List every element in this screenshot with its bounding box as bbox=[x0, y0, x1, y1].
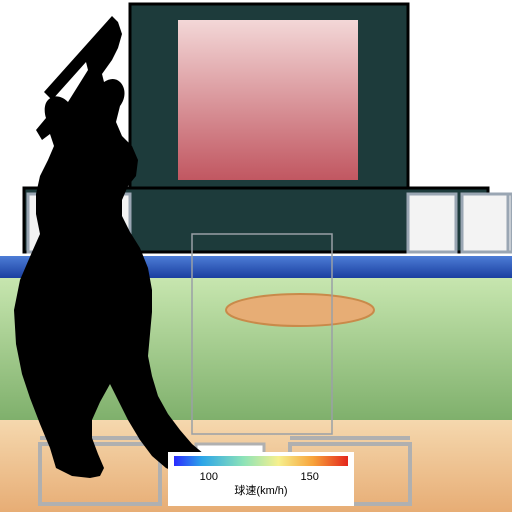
legend-colorbar bbox=[174, 456, 348, 466]
seat-block bbox=[508, 194, 512, 252]
seat-block bbox=[462, 194, 510, 252]
pitchers-mound bbox=[226, 294, 374, 326]
scoreboard-screen bbox=[178, 20, 358, 180]
legend-label: 球速(km/h) bbox=[234, 483, 287, 497]
legend-tick: 100 bbox=[200, 471, 218, 483]
velocity-legend: 100 150 球速(km/h) bbox=[168, 452, 354, 506]
legend-tick: 150 bbox=[301, 471, 319, 483]
chart-svg: 100 150 球速(km/h) bbox=[0, 0, 512, 512]
seat-block bbox=[408, 194, 456, 252]
baseball-strike-zone-chart: 100 150 球速(km/h) bbox=[0, 0, 512, 512]
